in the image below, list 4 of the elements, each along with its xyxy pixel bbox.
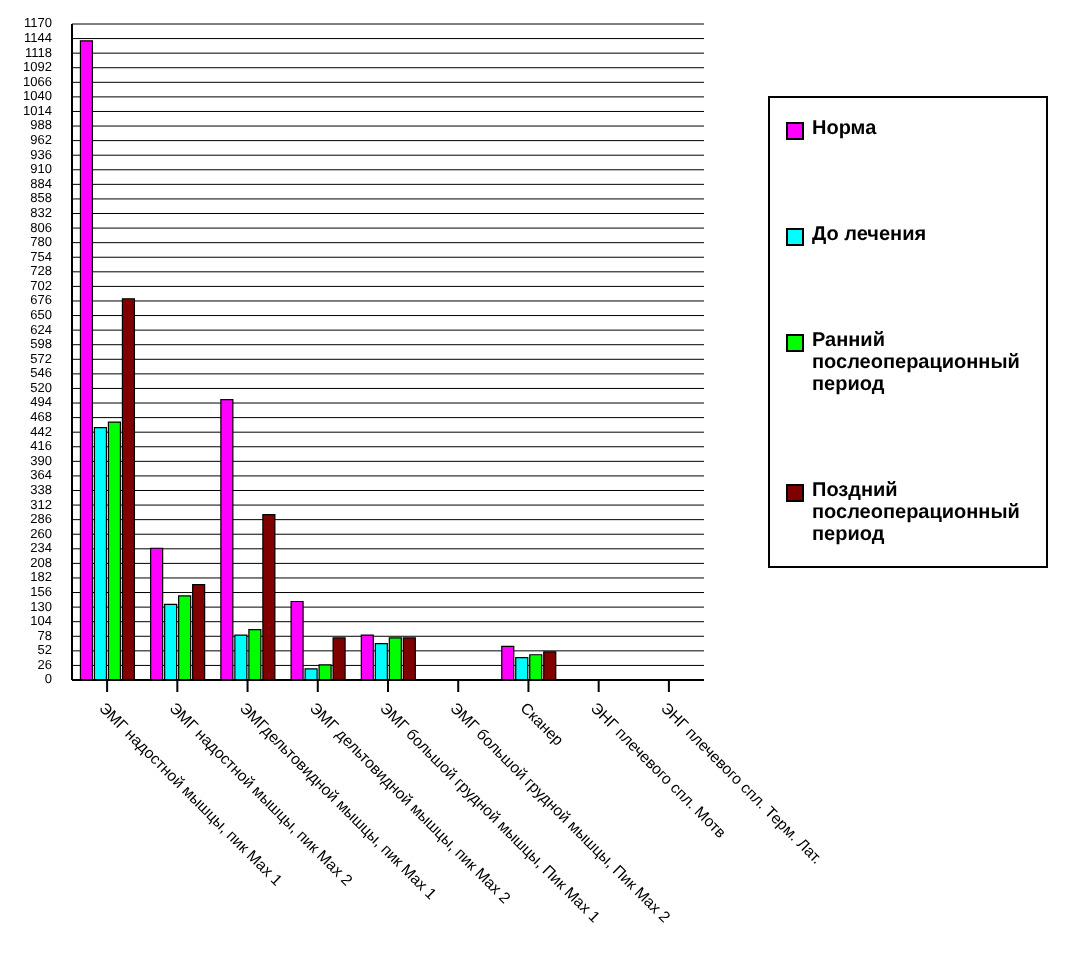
legend-label: До лечения <box>812 224 927 246</box>
legend-label: Ранний послеоперационный период <box>812 330 1022 396</box>
legend-label: Поздний послеоперационный период <box>812 480 1022 546</box>
legend-label: Норма <box>812 118 877 140</box>
